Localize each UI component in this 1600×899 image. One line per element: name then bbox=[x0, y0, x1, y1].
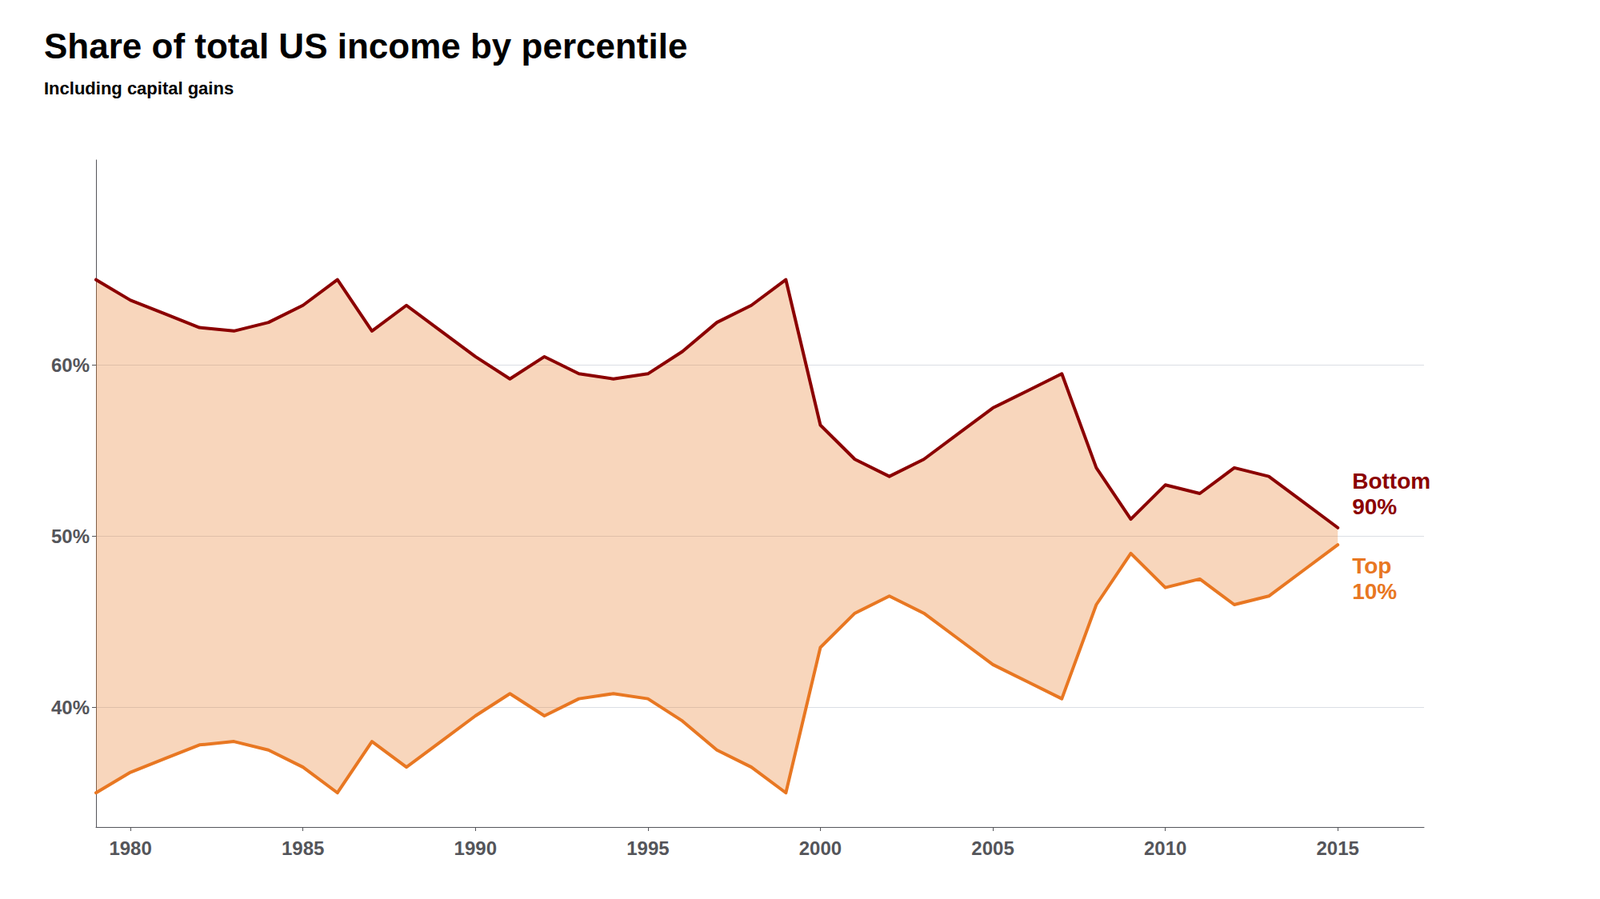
svg-text:2000: 2000 bbox=[799, 837, 842, 860]
svg-text:2005: 2005 bbox=[971, 837, 1014, 860]
svg-text:40%: 40% bbox=[51, 696, 90, 719]
svg-text:Including capital gains: Including capital gains bbox=[44, 78, 234, 99]
svg-text:60%: 60% bbox=[51, 354, 90, 376]
svg-text:2015: 2015 bbox=[1316, 837, 1360, 860]
svg-text:Share of total US income by pe: Share of total US income by percentile bbox=[44, 26, 688, 66]
svg-text:10%: 10% bbox=[1352, 579, 1397, 604]
svg-text:1995: 1995 bbox=[626, 837, 669, 860]
svg-text:1980: 1980 bbox=[108, 837, 152, 860]
svg-text:50%: 50% bbox=[51, 525, 90, 548]
svg-text:1985: 1985 bbox=[281, 837, 324, 860]
svg-text:1990: 1990 bbox=[454, 837, 497, 860]
svg-text:Bottom: Bottom bbox=[1352, 468, 1431, 494]
svg-text:90%: 90% bbox=[1352, 494, 1397, 520]
svg-text:Top: Top bbox=[1352, 553, 1392, 579]
svg-text:2010: 2010 bbox=[1144, 837, 1187, 860]
